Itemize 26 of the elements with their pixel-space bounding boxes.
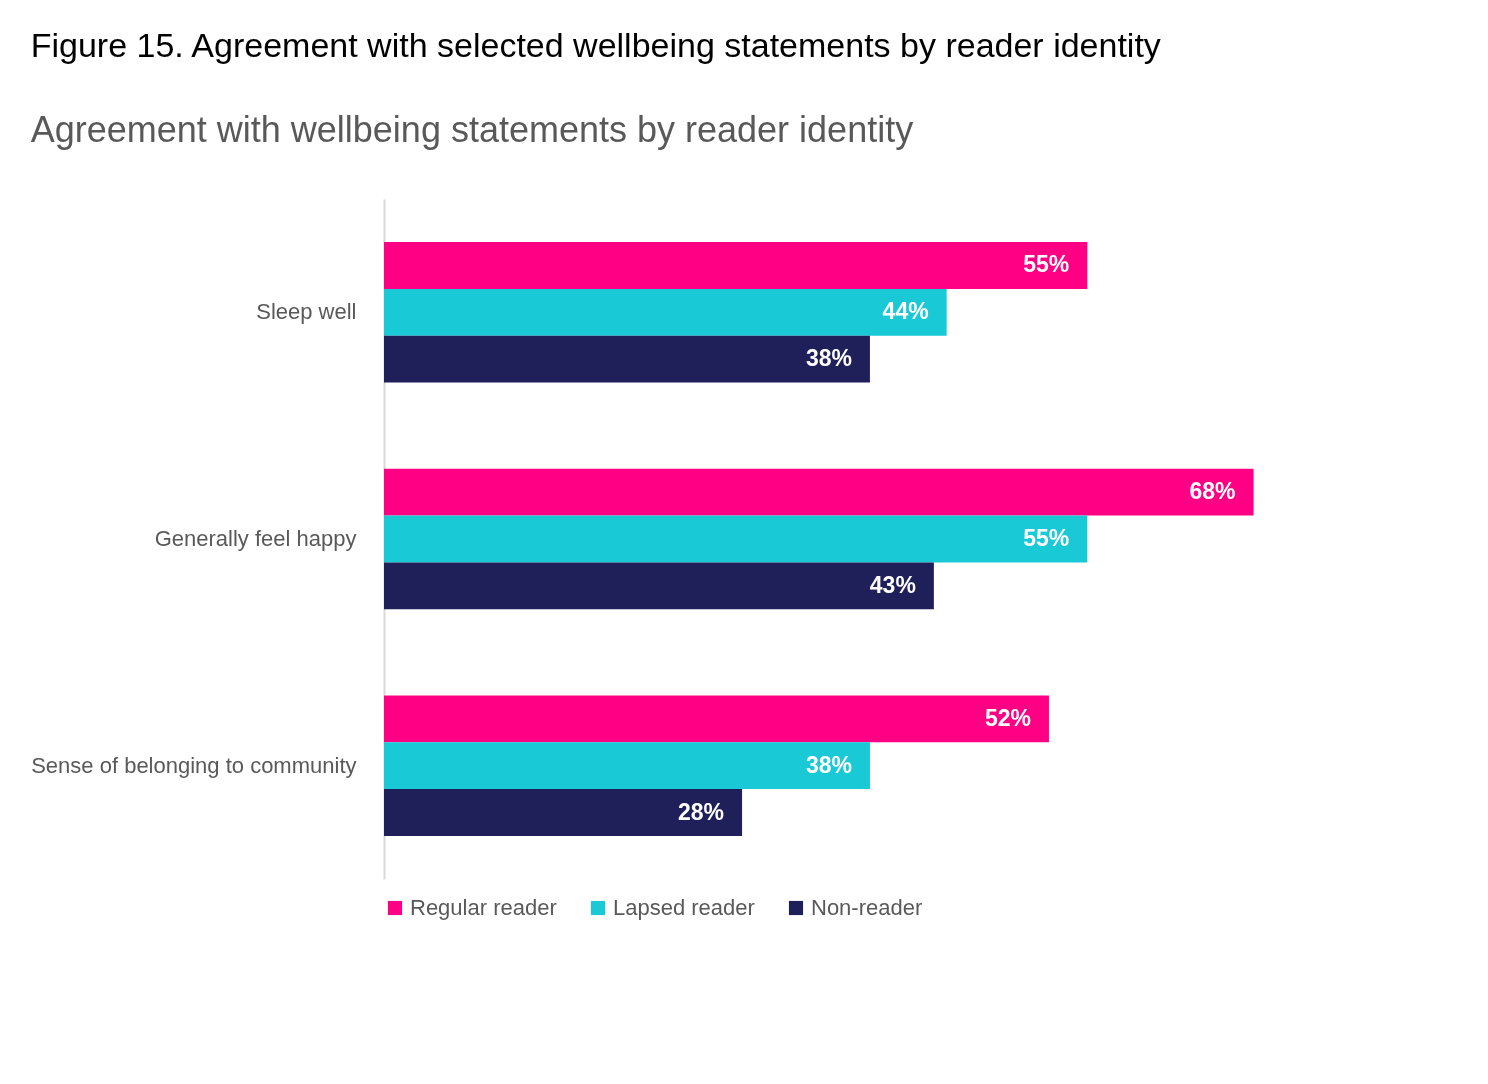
data-label: 28% — [678, 798, 725, 825]
bar — [384, 242, 1088, 289]
data-label: 43% — [869, 571, 916, 598]
data-label: 68% — [1189, 478, 1236, 505]
data-label: 38% — [805, 345, 852, 372]
legend-label: Non-reader — [811, 895, 923, 920]
data-label: 38% — [805, 751, 852, 778]
data-label: 55% — [1023, 525, 1070, 551]
bar — [384, 515, 1088, 563]
y-tick-label: Sense of belonging to community — [31, 752, 357, 778]
legend-label: Lapsed reader — [613, 895, 755, 920]
y-tick-label: Generally feel happy — [154, 526, 357, 551]
bar — [384, 468, 1254, 516]
bar — [384, 562, 934, 610]
bar — [384, 742, 870, 790]
chart-subtitle: Agreement with wellbeing statements by reader identity — [30, 109, 914, 150]
bar — [384, 335, 870, 383]
data-label: 44% — [882, 298, 929, 325]
legend-label: Regular reader — [410, 895, 557, 920]
chart-title: Figure 15. Agreement with selected wellbeing statements by reader identity — [30, 26, 1161, 64]
y-tick-label: Sleep well — [256, 299, 357, 325]
bar — [384, 789, 743, 836]
data-label: 52% — [984, 704, 1031, 731]
bar — [384, 695, 1049, 743]
data-label: 55% — [1023, 251, 1070, 278]
bar — [384, 288, 947, 336]
